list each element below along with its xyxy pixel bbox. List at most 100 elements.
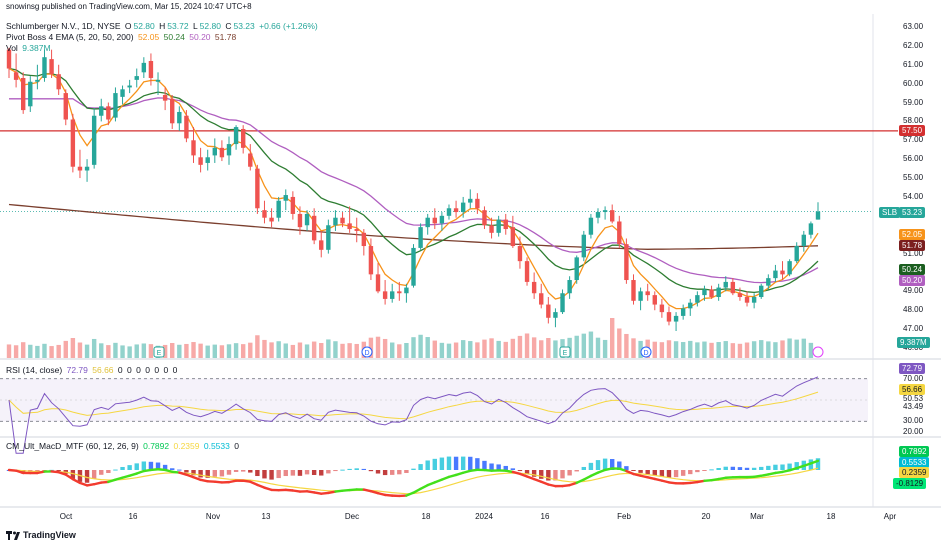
candle-body — [205, 157, 210, 163]
macd-name[interactable]: CM_Ult_MacD_MTF (60, 12, 26, 9) — [6, 441, 139, 451]
candle-body — [546, 304, 551, 318]
macd-histogram-bar — [489, 463, 494, 470]
candle-body — [6, 49, 12, 69]
price-tick-label: 51.00 — [903, 248, 924, 258]
candle-body — [127, 85, 132, 88]
volume-bar — [184, 343, 189, 358]
candle-body — [248, 153, 253, 167]
symbol-name[interactable]: Schlumberger N.V., 1D, NYSE — [6, 21, 121, 31]
candle-body — [453, 208, 459, 213]
macd-histogram-bar — [262, 470, 267, 479]
macd-line-segment — [440, 475, 451, 481]
macd-histogram-bar — [475, 458, 480, 470]
volume-bar — [13, 345, 19, 358]
tradingview-logo[interactable]: TradingView — [6, 530, 76, 540]
macd-histogram-bar — [588, 462, 594, 470]
macd-histogram-bar — [808, 459, 814, 470]
candle-body — [340, 217, 345, 224]
macd-histogram-bar — [134, 463, 139, 470]
volume-bar — [404, 343, 409, 358]
ema200-badge: 51.78 — [899, 240, 926, 251]
published-note: snowinsg published on TradingView.com, M… — [6, 2, 252, 11]
time-tick-label: Mar — [750, 512, 764, 521]
rsi-ma-line — [8, 391, 819, 420]
macd-histogram-bar — [553, 470, 558, 481]
candle-body — [184, 115, 189, 139]
rsi-line — [8, 376, 819, 454]
macd-histogram-bar — [617, 461, 622, 470]
candle-body — [425, 217, 430, 228]
candle-body — [666, 312, 672, 322]
volume-bar — [510, 338, 516, 358]
volume-bar — [425, 337, 430, 358]
macd-histogram-bar — [744, 467, 750, 470]
macd-histogram-bar — [659, 470, 665, 477]
volume-bar — [99, 343, 104, 358]
macd-line-segment — [603, 467, 614, 472]
macd-histogram-bar — [446, 456, 452, 470]
macd-histogram-bar — [255, 470, 260, 477]
volume-bar — [702, 341, 707, 358]
ema5-badge: 52.05 — [899, 229, 926, 240]
macd-line-segment — [57, 471, 67, 476]
candle-body — [468, 198, 473, 203]
volume-bar — [553, 340, 558, 358]
candle-body — [730, 281, 736, 294]
earnings-icon[interactable] — [153, 346, 165, 358]
price-tick-label: 55.00 — [903, 173, 924, 183]
candle-body — [766, 278, 771, 286]
macd-histogram-bar — [70, 470, 76, 479]
hist-badge: 0.2359 — [899, 467, 930, 478]
ema20-badge: 50.24 — [899, 264, 926, 275]
macd-line-segment — [128, 472, 138, 477]
macd-line-segment — [362, 488, 373, 493]
macd-histogram-bar — [539, 470, 544, 479]
macd-histogram-bar — [411, 468, 416, 470]
candle-body — [808, 223, 814, 235]
candle-body — [773, 270, 778, 279]
volume-bar — [6, 344, 12, 358]
ema-name[interactable]: Pivot Boss 4 EMA (5, 20, 50, 200) — [6, 32, 134, 42]
candle-body — [262, 210, 267, 218]
macd-line-segment — [639, 474, 649, 479]
macd-line-segment — [227, 479, 238, 484]
volume-bar — [219, 345, 225, 358]
candle-body — [503, 219, 508, 230]
volume-bar — [120, 345, 125, 358]
macd-histogram-bar — [482, 460, 487, 470]
volume-bar — [439, 342, 445, 358]
candle-body — [106, 106, 111, 120]
macd-histogram-bar — [184, 470, 189, 473]
rsi-name[interactable]: RSI (14, close) — [6, 365, 63, 375]
macd-hist-value: 0.2359 — [173, 441, 200, 451]
macd-histogram-bar — [106, 470, 111, 473]
candle-body — [475, 198, 480, 209]
candle-body — [276, 200, 281, 218]
macd-histogram-bar — [361, 468, 367, 470]
vol-badge: 9.387M — [897, 337, 930, 348]
volume-bar — [191, 342, 196, 358]
macd-histogram-bar — [141, 461, 147, 470]
volume-bar — [113, 342, 118, 358]
macd-histogram-bar — [418, 464, 423, 470]
volume-bar — [588, 331, 594, 358]
candle-body — [695, 295, 700, 303]
low-label: L — [192, 21, 198, 31]
volume-bar — [49, 346, 54, 358]
macd-line-segment — [327, 490, 337, 495]
volume-bar — [688, 340, 693, 358]
dividend-icon[interactable] — [640, 346, 652, 358]
candle-body — [432, 217, 437, 224]
earnings-icon[interactable] — [559, 346, 571, 358]
macd-line-segment — [405, 491, 415, 497]
volume-bar — [340, 343, 345, 358]
macd-line-segment — [199, 478, 209, 483]
candle-body — [49, 59, 54, 75]
candle-body — [673, 315, 679, 322]
volume-bar — [624, 333, 629, 358]
dividend-icon[interactable] — [361, 346, 373, 358]
vol-name[interactable]: Vol — [6, 43, 18, 53]
macd-line-segment — [582, 474, 593, 481]
price-tick-label: 63.00 — [903, 22, 924, 31]
dividend-letter: D — [643, 350, 648, 357]
